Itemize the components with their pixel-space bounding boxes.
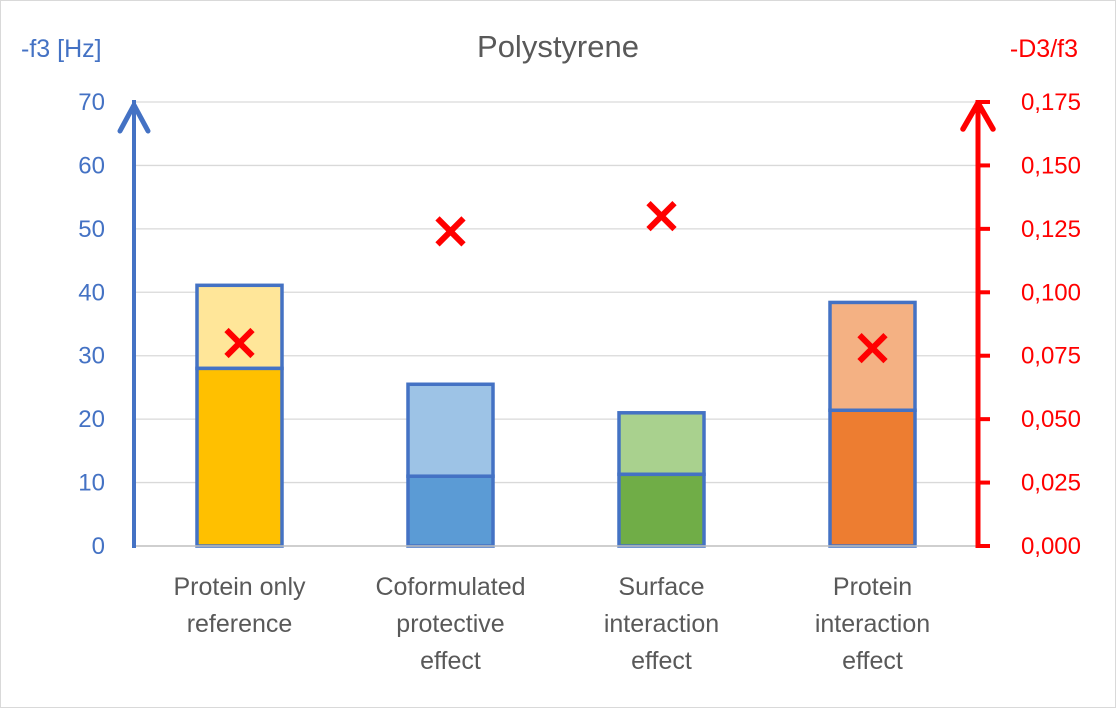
left-tick-label: 20: [78, 406, 105, 433]
category-label: Protein only reference: [173, 573, 306, 638]
left-tick-label: 30: [78, 343, 105, 370]
right-tick-label: 0,100: [1021, 279, 1081, 306]
right-tick-label: 0,000: [1021, 533, 1081, 560]
category-label: Coformulated protective effect: [375, 573, 525, 675]
right-tick-label: 0,075: [1021, 343, 1081, 370]
left-axis-title: -f3 [Hz]: [21, 35, 102, 63]
marker-x: [857, 332, 888, 364]
category-label: Protein interaction effect: [815, 573, 930, 675]
marker-x: [646, 201, 677, 232]
left-tick-label: 10: [78, 470, 105, 497]
markers: [224, 201, 888, 364]
bar-segment-bottom: [195, 366, 284, 548]
marker-x: [435, 216, 466, 247]
chart-title: Polystyrene: [477, 29, 639, 64]
left-tick-label: 40: [78, 279, 105, 306]
right-axis-title: -D3/f3: [1010, 35, 1078, 63]
category-label: Surface interaction effect: [604, 573, 719, 675]
right-tick-label: 0,050: [1021, 406, 1081, 433]
labels: 0 10 20 30 40 50 60 70 0,000 0,025 0,050 0,075 0,100…: [21, 29, 1081, 675]
bar-segment-bottom: [406, 474, 495, 548]
right-tick-label: 0,150: [1021, 152, 1081, 179]
left-tick-label: 0: [92, 533, 105, 560]
bar-segment-top: [617, 411, 706, 477]
axes: [117, 100, 996, 548]
left-axis-arrow: [117, 102, 151, 134]
left-tick-label: 60: [78, 152, 105, 179]
bar-segment-top: [195, 283, 284, 371]
bar-segment-top: [406, 382, 495, 478]
right-tick-label: 0,125: [1021, 216, 1081, 243]
right-tick-label: 0,175: [1021, 89, 1081, 116]
bar-segment-bottom: [828, 408, 917, 548]
right-axis-arrow: [960, 100, 996, 132]
marker-x: [224, 327, 255, 359]
left-tick-label: 70: [78, 89, 105, 116]
bar-segment-top: [828, 300, 917, 413]
bars: [195, 283, 917, 548]
bar-segment-bottom: [617, 472, 706, 548]
right-tick-label: 0,025: [1021, 470, 1081, 497]
left-tick-label: 50: [78, 216, 105, 243]
